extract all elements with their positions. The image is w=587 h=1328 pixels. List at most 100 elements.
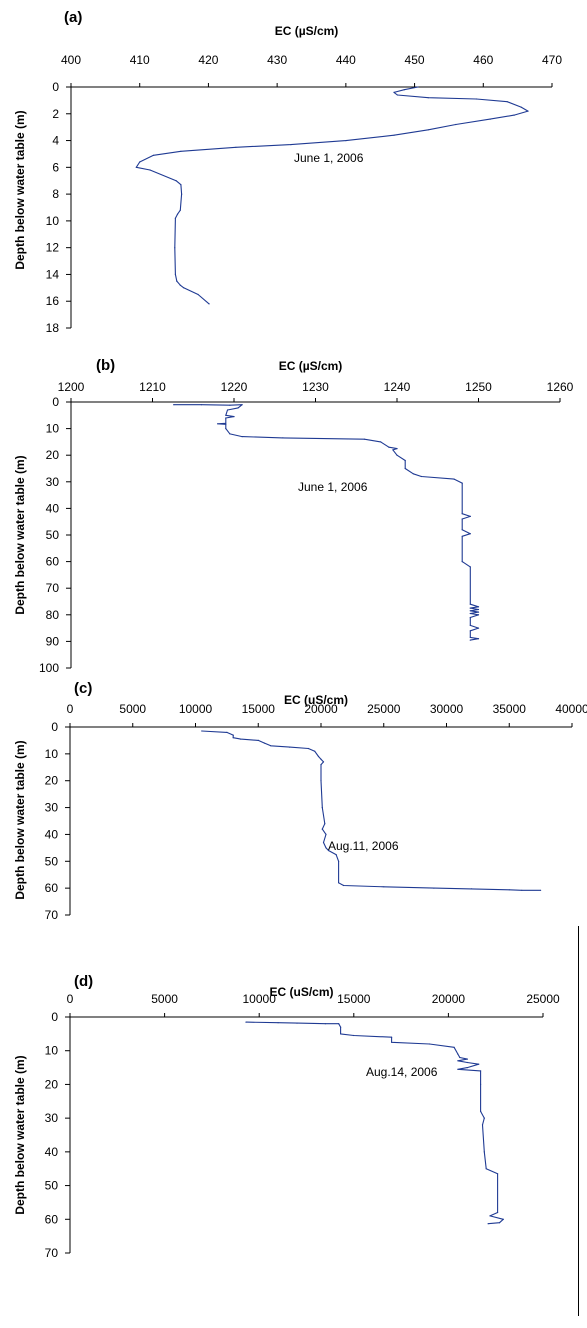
x-tick-label: 10000 [243, 992, 277, 1006]
data-point [483, 1117, 485, 1119]
y-tick-label: 20 [46, 448, 60, 462]
x-tick-label: 20000 [432, 992, 466, 1006]
data-point [174, 273, 176, 275]
data-point [321, 807, 323, 809]
x-tick-label: 420 [198, 53, 218, 67]
data-point [174, 217, 176, 219]
x-tick-label: 20000 [304, 702, 338, 716]
data-point [225, 428, 227, 430]
data-point [317, 755, 320, 758]
x-tick-label: 40000 [555, 702, 587, 716]
data-point [477, 627, 480, 629]
data-point [320, 764, 322, 766]
data-point [179, 284, 181, 286]
data-point [383, 886, 385, 888]
data-point [322, 841, 325, 844]
x-tick-label: 1230 [302, 380, 329, 394]
data-point [320, 758, 322, 760]
y-tick-label: 40 [45, 1145, 59, 1159]
data-point [469, 515, 471, 518]
y-tick-label: 4 [52, 134, 59, 148]
x-tick-label: 5000 [151, 992, 178, 1006]
date-annotation: Aug.11, 2006 [328, 839, 399, 853]
data-point [461, 529, 463, 531]
data-point [393, 134, 395, 136]
data-point [477, 614, 480, 616]
data-point [469, 603, 471, 605]
data-point [453, 1046, 455, 1048]
data-point [469, 566, 471, 568]
data-point [461, 561, 463, 563]
ec-profile-line [135, 86, 529, 305]
data-point [225, 414, 227, 416]
x-axis-title: EC (uS/cm) [284, 693, 348, 707]
y-tick-label: 30 [45, 801, 59, 815]
data-point [183, 287, 185, 289]
data-point [225, 417, 227, 419]
x-tick-label: 10000 [179, 702, 213, 716]
panel-label: (b) [96, 357, 115, 374]
data-point [241, 404, 243, 406]
y-tick-label: 40 [45, 827, 59, 841]
x-tick-label: 1210 [139, 380, 166, 394]
y-tick-label: 10 [45, 747, 59, 761]
date-annotation: June 1, 2006 [294, 151, 364, 165]
data-point [457, 1053, 459, 1055]
x-tick-label: 5000 [119, 702, 146, 716]
data-point [226, 731, 228, 734]
data-point [513, 114, 515, 116]
date-annotation: June 1, 2006 [298, 480, 368, 494]
data-point [455, 123, 457, 126]
y-tick-label: 90 [46, 634, 60, 648]
chart-panel-1: (a) EC (µS/cm) Depth below water table (m)… [13, 9, 562, 335]
data-point [149, 169, 151, 171]
data-point [475, 98, 477, 100]
ec-profile-points [173, 404, 480, 641]
data-point [427, 129, 429, 131]
data-point [427, 97, 429, 99]
data-point [481, 1124, 484, 1126]
date-annotation: Aug.14, 2006 [366, 1065, 438, 1079]
data-point [345, 140, 347, 142]
x-tick-label: 430 [267, 53, 287, 67]
data-point [412, 473, 414, 475]
y-tick-label: 12 [46, 241, 60, 255]
data-point [232, 737, 234, 739]
data-point [459, 1056, 461, 1059]
data-point [179, 209, 181, 211]
data-point [469, 639, 471, 641]
data-point [508, 889, 510, 891]
y-tick-label: 10 [46, 422, 60, 436]
data-point [225, 422, 227, 424]
data-point [417, 86, 419, 88]
x-tick-label: 470 [542, 53, 562, 67]
data-point [314, 750, 316, 752]
x-tick-label: 410 [130, 53, 150, 67]
x-axis-title: EC (µS/cm) [275, 24, 339, 38]
y-tick-label: 60 [45, 1212, 59, 1226]
figure-border-right [578, 926, 579, 1316]
data-point [176, 213, 179, 215]
data-point [325, 847, 327, 849]
data-point [453, 478, 455, 480]
panel-label: (d) [74, 973, 93, 990]
y-axis-title: Depth below water table (m) [13, 740, 27, 899]
y-tick-label: 100 [39, 661, 59, 675]
data-point [270, 745, 272, 747]
data-point [282, 437, 284, 439]
y-tick-label: 50 [45, 1179, 59, 1193]
data-point [392, 449, 394, 451]
data-point [461, 513, 463, 515]
ec-profile-line [173, 404, 480, 641]
data-point [497, 1211, 499, 1214]
y-tick-label: 50 [45, 854, 59, 868]
data-point [461, 482, 463, 484]
data-point [497, 1173, 499, 1175]
y-tick-label: 0 [51, 1010, 58, 1024]
y-tick-label: 10 [46, 214, 60, 228]
data-point [469, 607, 471, 609]
data-point [174, 247, 176, 249]
data-point [477, 606, 480, 608]
x-tick-label: 460 [473, 53, 493, 67]
